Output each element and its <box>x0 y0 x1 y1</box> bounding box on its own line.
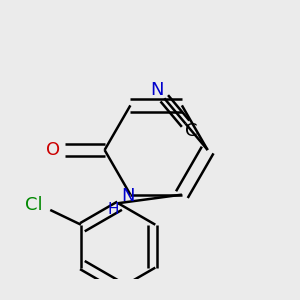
Text: N: N <box>150 81 164 99</box>
Text: O: O <box>46 141 60 159</box>
Text: C: C <box>185 122 198 140</box>
Text: H: H <box>107 202 119 217</box>
Text: Cl: Cl <box>26 196 43 214</box>
Text: N: N <box>121 187 135 205</box>
